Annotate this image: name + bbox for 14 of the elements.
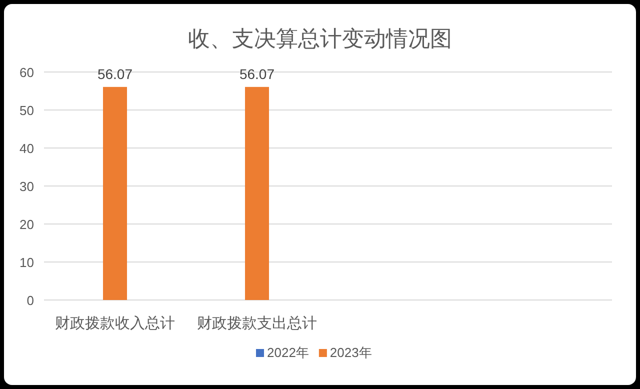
y-tick-label: 30 <box>20 179 34 194</box>
y-tick-label: 60 <box>20 65 34 80</box>
legend-label: 2022年 <box>267 345 309 360</box>
x-tick-label: 财政拨款收入总计 <box>55 315 175 332</box>
data-label: 56.07 <box>239 66 275 82</box>
x-tick-label: 财政拨款支出总计 <box>197 315 317 332</box>
y-tick-label: 40 <box>20 141 34 156</box>
y-tick-label: 20 <box>20 217 34 232</box>
y-tick-label: 50 <box>20 103 34 118</box>
chart-title: 收、支决算总计变动情况图 <box>188 26 452 51</box>
y-tick-label: 10 <box>20 255 34 270</box>
legend-label: 2023年 <box>330 345 372 360</box>
data-label: 56.07 <box>97 66 133 82</box>
y-tick-label: 0 <box>26 293 34 308</box>
